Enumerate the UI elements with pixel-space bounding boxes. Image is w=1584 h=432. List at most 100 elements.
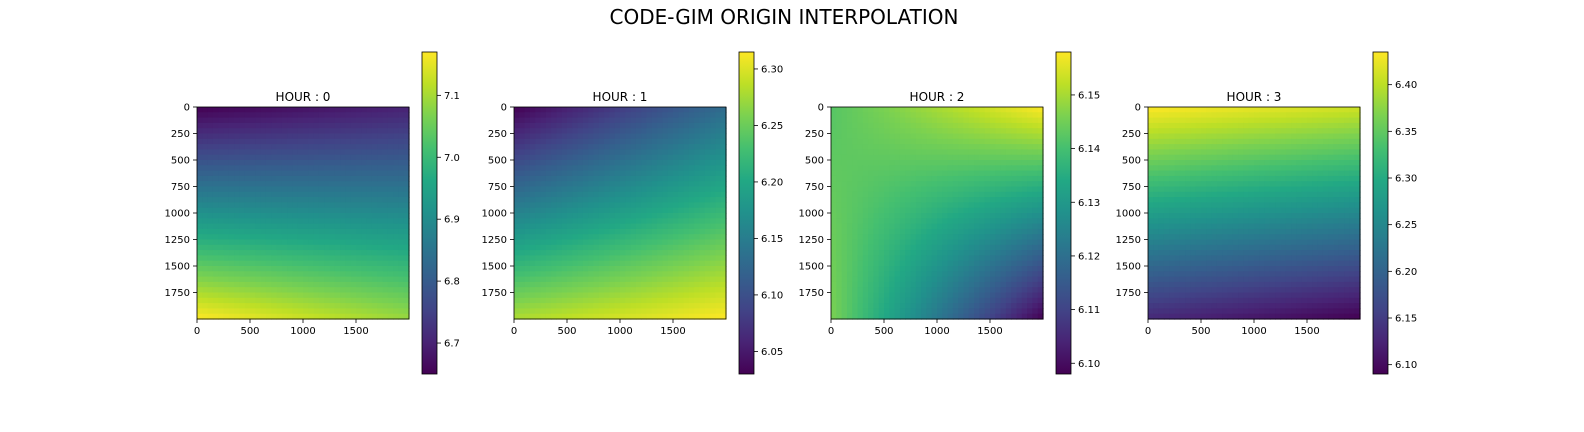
heatmap-cell	[207, 260, 214, 267]
panels: HOUR : 00 500 1000 150002505007501000125015…	[165, 51, 1417, 375]
heatmap-cell	[535, 133, 542, 140]
heatmap-cell	[1037, 228, 1044, 235]
heatmap-cell	[223, 170, 230, 177]
heatmap-cell	[862, 228, 869, 235]
heatmap-cell	[218, 313, 225, 320]
heatmap-cell	[324, 271, 331, 278]
heatmap-cell	[265, 292, 272, 299]
heatmap-cell	[878, 154, 885, 161]
heatmap-cell	[287, 244, 293, 251]
heatmap-cell	[947, 218, 954, 225]
heatmap-cell	[846, 186, 853, 193]
heatmap-cell	[657, 271, 663, 278]
heatmap-cell	[313, 234, 320, 241]
heatmap-cell	[577, 175, 584, 182]
heatmap-cell	[931, 260, 938, 267]
heatmap-cell	[937, 223, 943, 230]
heatmap-cell	[545, 313, 552, 320]
heatmap-cell	[345, 313, 352, 320]
heatmap-cell	[1153, 112, 1160, 119]
heatmap-cell	[524, 250, 531, 256]
heatmap-cell	[952, 133, 959, 140]
heatmap-cell	[1032, 202, 1039, 209]
heatmap-cell	[878, 271, 885, 278]
heatmap-cell	[207, 223, 214, 230]
heatmap-cell	[620, 186, 626, 193]
heatmap-cell	[667, 170, 674, 177]
heatmap-cell	[990, 138, 996, 145]
heatmap-cell	[535, 297, 542, 304]
heatmap-cell	[529, 154, 536, 161]
heatmap-cell	[947, 287, 954, 294]
heatmap-cell	[366, 234, 373, 241]
heatmap-cell	[529, 234, 536, 241]
heatmap-cell	[899, 122, 906, 129]
heatmap-cell	[361, 308, 368, 315]
heatmap-cell	[545, 117, 552, 124]
heatmap-cell	[931, 218, 938, 225]
heatmap-cell	[598, 228, 605, 235]
heatmap-cell	[1148, 107, 1154, 113]
heatmap-cell	[609, 266, 616, 272]
heatmap-cell	[202, 138, 209, 145]
heatmap-cell	[292, 260, 299, 267]
heatmap-cell	[889, 207, 896, 214]
heatmap-cell	[620, 313, 626, 320]
heatmap-cell	[308, 250, 315, 256]
heatmap-cell	[556, 266, 563, 272]
heatmap-cell	[535, 287, 542, 294]
heatmap-cell	[715, 138, 722, 145]
heatmap-cell	[1000, 276, 1007, 283]
heatmap-cell	[593, 186, 600, 193]
heatmap-cell	[884, 154, 890, 161]
heatmap-cell	[398, 117, 405, 124]
heatmap-cell	[514, 308, 520, 315]
heatmap-cell	[968, 287, 975, 294]
heatmap-cell	[324, 244, 331, 251]
heatmap-cell	[244, 186, 251, 193]
heatmap-cell	[915, 308, 922, 315]
heatmap-cell	[265, 160, 272, 166]
heatmap-cell	[688, 144, 695, 150]
heatmap-cell	[889, 122, 896, 129]
heatmap-cell	[567, 138, 573, 145]
heatmap-cell	[968, 144, 975, 150]
heatmap-cell	[641, 260, 648, 267]
heatmap-cell	[345, 292, 352, 299]
heatmap-cell	[540, 239, 547, 246]
heatmap-cell	[403, 313, 410, 320]
heatmap-cell	[831, 128, 837, 135]
heatmap-cell	[1037, 250, 1044, 256]
heatmap-cell	[287, 154, 293, 161]
heatmap-cell	[540, 175, 547, 182]
heatmap-cell	[313, 276, 320, 283]
heatmap-cell	[704, 154, 711, 161]
heatmap-cell	[831, 112, 837, 119]
heatmap-cell	[683, 313, 690, 320]
heatmap-cell	[382, 297, 389, 304]
heatmap-cell	[255, 197, 262, 203]
heatmap-cell	[915, 313, 922, 320]
heatmap-cell	[868, 197, 874, 203]
heatmap-cell	[1338, 107, 1345, 113]
heatmap-cell	[577, 223, 584, 230]
heatmap-cell	[1011, 181, 1018, 188]
heatmap-cell	[556, 287, 563, 294]
heatmap-cell	[350, 218, 357, 225]
heatmap-cell	[212, 122, 219, 129]
heatmap-cell	[202, 287, 209, 294]
heatmap-cell	[1011, 202, 1018, 209]
heatmap-cell	[974, 149, 980, 156]
heatmap-cell	[598, 181, 605, 188]
heatmap-cell	[371, 218, 378, 225]
heatmap-cell	[931, 191, 938, 198]
heatmap-cell	[529, 170, 536, 177]
heatmap-cell	[958, 255, 965, 262]
heatmap-cell	[281, 276, 288, 283]
heatmap-cell	[250, 165, 256, 172]
heatmap-cell	[572, 266, 579, 272]
heatmap-cell	[715, 303, 722, 309]
heatmap-cell	[524, 133, 531, 140]
heatmap-cell	[572, 112, 579, 119]
heatmap-cell	[915, 154, 922, 161]
